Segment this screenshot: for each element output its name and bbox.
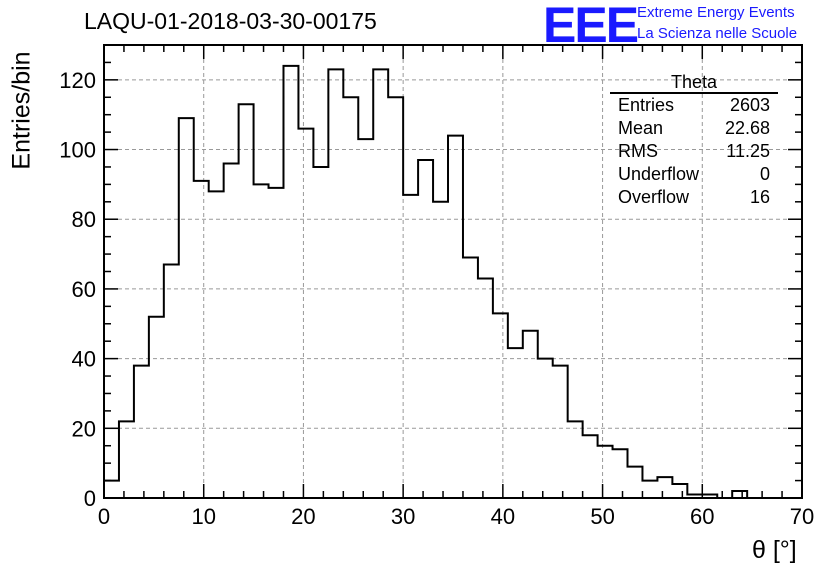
stats-row: Underflow 0 xyxy=(610,163,778,186)
x-tick-label: 40 xyxy=(491,504,515,529)
x-tick-label: 50 xyxy=(590,504,614,529)
grid-lines xyxy=(104,45,802,498)
y-tick-label: 0 xyxy=(84,486,96,511)
stats-row: Entries 2603 xyxy=(610,94,778,117)
logo-line-1: Extreme Energy Events xyxy=(637,4,795,21)
x-tick-label: 20 xyxy=(291,504,315,529)
y-tick-label: 20 xyxy=(72,416,96,441)
histogram-title: LAQU-01-2018-03-30-00175 xyxy=(84,8,377,34)
stats-box: Theta Entries 2603 Mean 22.68 RMS 11.25 Underf… xyxy=(610,72,778,209)
stats-label: RMS xyxy=(618,141,658,161)
x-tick-label: 10 xyxy=(191,504,215,529)
stats-row: Mean 22.68 xyxy=(610,117,778,140)
x-axis-label: θ [°] xyxy=(752,536,797,564)
eee-logo: EEE xyxy=(543,0,639,53)
y-tick-label: 120 xyxy=(59,68,96,93)
stats-label: Underflow xyxy=(618,164,700,184)
stats-label: Mean xyxy=(618,118,664,138)
stats-label: Overflow xyxy=(618,187,690,207)
stats-row: RMS 11.25 xyxy=(610,140,778,163)
y-tick-label: 60 xyxy=(72,277,96,302)
stats-title: Theta xyxy=(610,72,778,94)
stats-value: 22.68 xyxy=(724,118,770,138)
stats-value: 2603 xyxy=(729,95,770,115)
x-tick-label: 70 xyxy=(790,504,814,529)
x-tick-label: 30 xyxy=(391,504,415,529)
tick-labels: 0 10 20 30 40 50 60 70 0 20 40 60 80 100 120 xyxy=(59,68,814,529)
histogram-line xyxy=(103,64,802,499)
logo-line-2: La Scienza nelle Scuole xyxy=(637,25,798,42)
stats-rows: Entries 2603 Mean 22.68 RMS 11.25 Underflow 0 Ov… xyxy=(610,94,778,209)
x-tick-label: 0 xyxy=(98,504,110,529)
stats-value: 11.25 xyxy=(726,141,770,161)
y-tick-label: 40 xyxy=(72,347,96,372)
x-tick-label: 60 xyxy=(690,504,714,529)
stats-row: Overflow 16 xyxy=(610,186,778,209)
y-axis-label: Entries/bin xyxy=(7,51,36,170)
y-tick-label: 100 xyxy=(59,138,96,163)
stats-value: 0 xyxy=(759,164,770,184)
plot-frame xyxy=(103,44,803,499)
stats-value: 16 xyxy=(749,187,770,207)
y-tick-label: 80 xyxy=(72,207,96,232)
stats-label: Entries xyxy=(618,95,675,115)
